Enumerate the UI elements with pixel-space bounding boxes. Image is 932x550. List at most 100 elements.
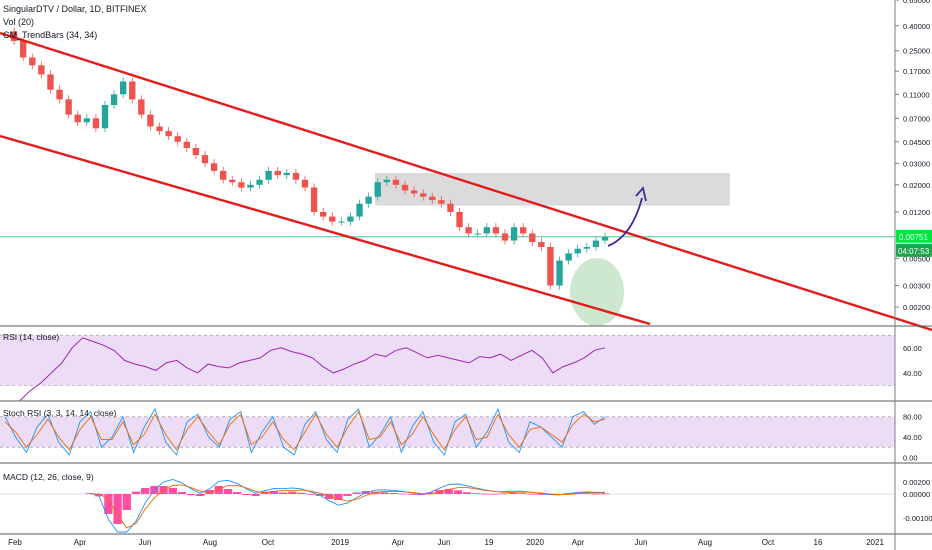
stoch-rsi-label: Stoch RSI (3, 3, 14, 14, close) <box>3 408 117 418</box>
macd-histogram-bar <box>141 488 150 494</box>
price-axis-tick: 0.25000 <box>903 47 930 56</box>
candle-body <box>10 31 18 42</box>
price-panel[interactable] <box>0 27 932 332</box>
candle-body <box>310 187 318 212</box>
price-axis-tick: 0.02000 <box>903 181 930 190</box>
upper-trendline <box>0 31 932 332</box>
macd-histogram-bar <box>205 490 214 494</box>
x-axis-tick: Aug <box>203 538 217 547</box>
x-axis-tick: Apr <box>392 538 405 547</box>
macd-histogram-bar <box>297 492 306 494</box>
macd-histogram-bar <box>352 492 361 494</box>
stoch-rsi-panel[interactable] <box>0 407 895 456</box>
macd-axis-tick: 0.00200 <box>903 478 930 487</box>
macd-histogram-bar <box>407 494 417 495</box>
macd-histogram-bar <box>444 489 453 494</box>
x-axis-tick: Jun <box>635 538 648 547</box>
candle-body <box>565 253 572 261</box>
candle-body <box>374 182 381 197</box>
candle-body <box>265 170 272 180</box>
candle-body <box>120 81 127 95</box>
candle-body <box>274 170 281 176</box>
candle-body <box>583 246 590 249</box>
macd-histogram-bar <box>490 493 499 495</box>
macd-histogram-bar <box>187 494 196 496</box>
price-axis-tick: 0.03000 <box>903 159 930 168</box>
rsi-band <box>0 335 895 386</box>
candle-body <box>65 99 72 115</box>
candle-body <box>38 65 45 75</box>
macd-histogram-bar <box>223 489 233 494</box>
candle-body <box>247 184 254 188</box>
forecast-arrowhead <box>635 186 647 202</box>
macd-histogram-bar <box>600 493 610 495</box>
lower-trendline <box>0 134 651 326</box>
candle-body <box>129 81 136 100</box>
candle-body <box>556 260 563 286</box>
rsi-panel[interactable] <box>0 334 895 401</box>
price-axis-tick: 0.40000 <box>903 22 930 31</box>
candle-body <box>429 196 436 201</box>
candle-body <box>329 216 336 222</box>
rsi-label: RSI (14, close) <box>3 332 60 342</box>
candle-body <box>474 233 481 235</box>
candle-body <box>165 131 172 137</box>
candles <box>10 27 609 290</box>
x-axis-tick: Feb <box>8 538 22 547</box>
macd-histogram-bar <box>306 494 315 495</box>
stoch-d-line <box>4 410 606 451</box>
x-axis-tick: Aug <box>698 538 712 547</box>
candle-body <box>256 179 263 185</box>
candle-body <box>520 227 527 234</box>
macd-histogram-bar <box>288 491 297 494</box>
candle-body <box>92 118 100 129</box>
macd-histogram-bar <box>196 494 205 496</box>
macd-histogram-bar <box>214 486 223 494</box>
candle-body <box>110 94 118 105</box>
candle-body <box>592 240 600 247</box>
forecast-arrow <box>607 197 643 247</box>
macd-histogram-bar <box>380 492 389 494</box>
price-axis-tick: 0.11000 <box>903 90 930 99</box>
stoch-axis-tick: 40.00 <box>903 433 922 442</box>
candle-body <box>438 200 445 204</box>
rsi-axis-tick: 40.00 <box>903 369 922 378</box>
macd-panel[interactable] <box>0 479 895 533</box>
countdown-value: 04:07:53 <box>898 247 930 256</box>
candle-body <box>574 248 581 254</box>
candle-body <box>510 227 518 241</box>
countdown-badge <box>896 243 932 257</box>
macd-histogram-bar <box>481 493 490 495</box>
x-axis-tick: Apr <box>572 538 585 547</box>
candle-body <box>447 203 454 212</box>
candle-body <box>529 233 536 243</box>
volume-spike-ellipse <box>570 258 624 326</box>
candle-body <box>410 190 418 194</box>
macd-histogram-bar <box>472 493 481 494</box>
candle-body <box>156 126 163 132</box>
x-axis-tick: Oct <box>262 538 275 547</box>
stoch-axis-tick: 80.00 <box>903 413 922 422</box>
macd-line <box>89 479 605 533</box>
price-axis-tick: 0.01200 <box>903 208 930 217</box>
macd-histogram-bar <box>113 494 122 524</box>
rsi-axis-tick: 60.00 <box>903 344 922 353</box>
macd-signal-line <box>89 484 606 529</box>
macd-histogram-bar <box>508 492 518 494</box>
candle-body <box>183 141 190 149</box>
x-axis-tick: 16 <box>814 538 823 547</box>
resistance-zone-box <box>375 172 730 206</box>
macd-label: MACD (12, 26, close, 9) <box>3 472 94 482</box>
macd-histogram-bar <box>278 492 288 494</box>
candle-body <box>192 148 200 156</box>
candle-body <box>365 196 372 204</box>
macd-axis-tick: -0.00100 <box>903 514 932 523</box>
candle-body <box>501 233 509 241</box>
macd-histogram-bar <box>582 493 591 494</box>
price-axis-tick: 0.00200 <box>903 303 930 312</box>
stoch-k-line <box>4 407 606 456</box>
chart-title: SingularDTV / Dollar, 1D, BITFINEX <box>3 4 147 14</box>
candle-body <box>401 184 409 191</box>
candle-body <box>229 179 236 183</box>
